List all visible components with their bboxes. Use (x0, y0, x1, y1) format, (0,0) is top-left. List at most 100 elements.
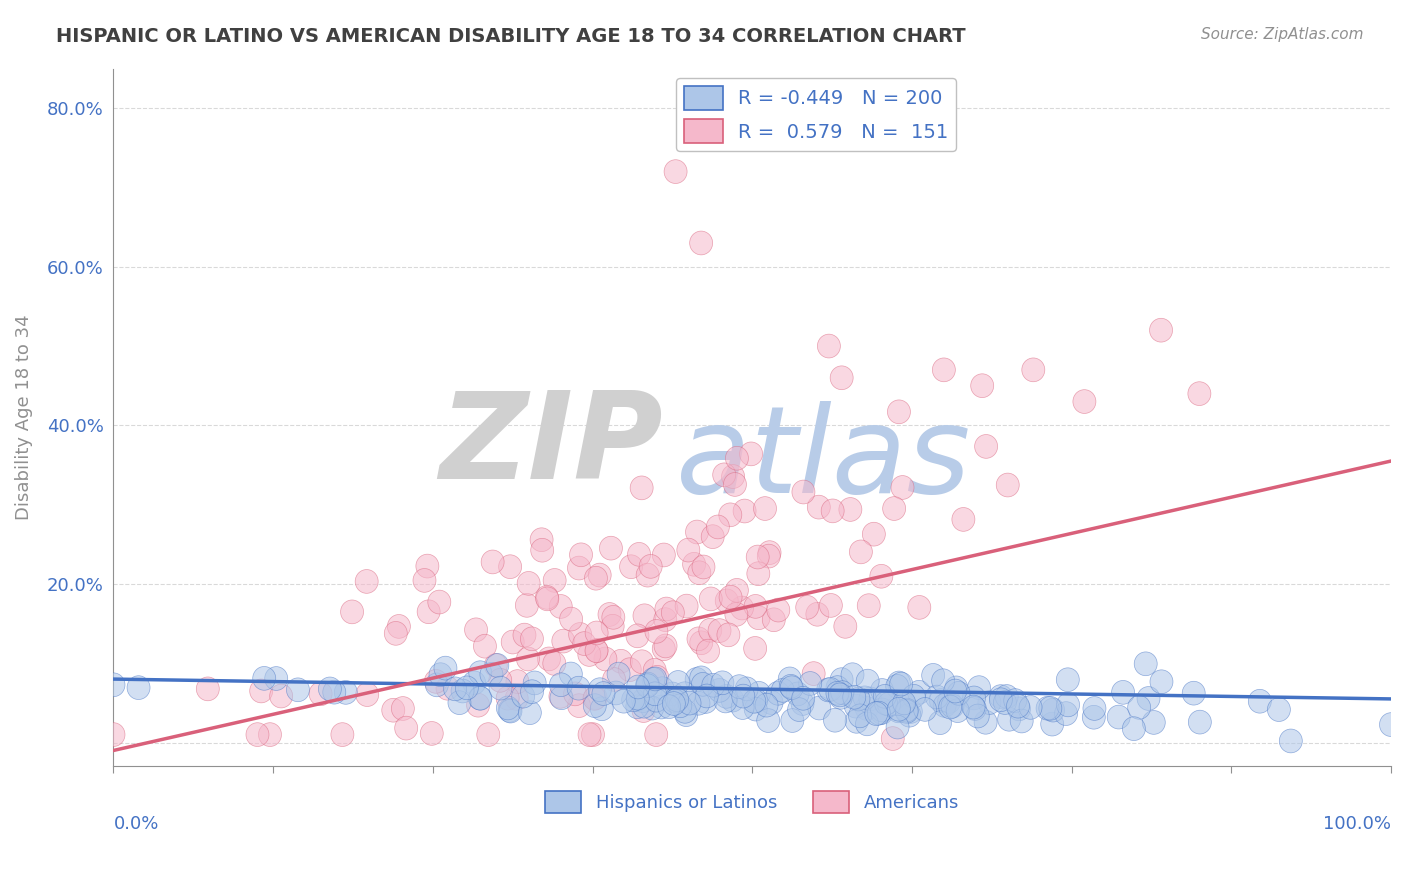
Ellipse shape (859, 687, 882, 711)
Ellipse shape (593, 647, 617, 671)
Ellipse shape (652, 637, 675, 661)
Ellipse shape (636, 563, 659, 587)
Ellipse shape (537, 647, 561, 671)
Ellipse shape (1267, 698, 1291, 722)
Ellipse shape (516, 647, 540, 671)
Ellipse shape (974, 434, 998, 458)
Ellipse shape (335, 681, 357, 705)
Ellipse shape (825, 676, 849, 699)
Ellipse shape (664, 160, 688, 184)
Ellipse shape (758, 541, 782, 565)
Ellipse shape (1010, 709, 1033, 733)
Ellipse shape (489, 668, 512, 692)
Ellipse shape (645, 619, 668, 643)
Ellipse shape (865, 702, 887, 725)
Ellipse shape (725, 446, 748, 470)
Ellipse shape (543, 651, 565, 675)
Ellipse shape (585, 639, 607, 663)
Ellipse shape (429, 663, 451, 687)
Ellipse shape (1039, 697, 1062, 720)
Ellipse shape (721, 465, 745, 489)
Ellipse shape (1040, 712, 1064, 736)
Ellipse shape (808, 696, 831, 720)
Ellipse shape (896, 699, 918, 723)
Ellipse shape (637, 673, 659, 696)
Ellipse shape (548, 684, 572, 708)
Ellipse shape (932, 669, 955, 692)
Ellipse shape (1279, 729, 1302, 753)
Ellipse shape (627, 675, 650, 698)
Ellipse shape (886, 674, 908, 698)
Ellipse shape (887, 699, 910, 723)
Ellipse shape (643, 658, 666, 682)
Ellipse shape (103, 723, 125, 747)
Ellipse shape (1022, 358, 1045, 382)
Ellipse shape (633, 694, 655, 718)
Ellipse shape (990, 685, 1012, 708)
Ellipse shape (630, 476, 654, 500)
Ellipse shape (644, 667, 666, 690)
Ellipse shape (468, 661, 492, 684)
Ellipse shape (418, 600, 440, 624)
Ellipse shape (436, 676, 458, 700)
Ellipse shape (943, 679, 967, 703)
Ellipse shape (979, 690, 1001, 714)
Ellipse shape (946, 698, 969, 723)
Ellipse shape (1056, 693, 1080, 717)
Ellipse shape (264, 666, 288, 690)
Legend: Hispanics or Latinos, Americans: Hispanics or Latinos, Americans (538, 784, 966, 820)
Ellipse shape (853, 686, 876, 710)
Ellipse shape (630, 650, 654, 673)
Ellipse shape (309, 681, 332, 706)
Ellipse shape (560, 662, 582, 686)
Ellipse shape (605, 681, 627, 705)
Ellipse shape (692, 555, 716, 579)
Ellipse shape (945, 676, 967, 699)
Ellipse shape (536, 587, 558, 611)
Ellipse shape (416, 554, 439, 578)
Ellipse shape (1128, 696, 1150, 719)
Ellipse shape (585, 566, 607, 591)
Ellipse shape (1188, 382, 1211, 406)
Ellipse shape (873, 684, 897, 708)
Ellipse shape (825, 681, 849, 706)
Ellipse shape (724, 473, 747, 496)
Ellipse shape (246, 723, 269, 747)
Ellipse shape (858, 594, 880, 617)
Ellipse shape (714, 684, 738, 708)
Ellipse shape (1107, 706, 1130, 729)
Ellipse shape (830, 668, 853, 691)
Ellipse shape (598, 603, 621, 626)
Ellipse shape (318, 677, 342, 701)
Ellipse shape (1042, 698, 1064, 722)
Ellipse shape (543, 568, 567, 592)
Ellipse shape (1004, 689, 1026, 713)
Ellipse shape (1150, 670, 1173, 694)
Ellipse shape (382, 698, 405, 723)
Ellipse shape (721, 689, 744, 712)
Text: atlas: atlas (676, 401, 972, 517)
Ellipse shape (939, 695, 962, 719)
Ellipse shape (550, 686, 574, 710)
Ellipse shape (900, 699, 922, 723)
Ellipse shape (499, 699, 522, 723)
Ellipse shape (806, 602, 830, 626)
Ellipse shape (830, 685, 852, 709)
Ellipse shape (506, 670, 529, 693)
Ellipse shape (517, 572, 540, 595)
Ellipse shape (855, 697, 879, 721)
Ellipse shape (938, 690, 960, 714)
Ellipse shape (731, 696, 754, 720)
Ellipse shape (673, 681, 696, 706)
Ellipse shape (1083, 706, 1105, 729)
Ellipse shape (643, 667, 665, 691)
Ellipse shape (820, 593, 842, 617)
Ellipse shape (391, 697, 415, 721)
Ellipse shape (998, 707, 1021, 731)
Ellipse shape (1019, 696, 1042, 719)
Text: 100.0%: 100.0% (1323, 815, 1391, 833)
Ellipse shape (718, 503, 742, 526)
Ellipse shape (1073, 390, 1095, 414)
Ellipse shape (665, 688, 689, 712)
Ellipse shape (772, 679, 794, 702)
